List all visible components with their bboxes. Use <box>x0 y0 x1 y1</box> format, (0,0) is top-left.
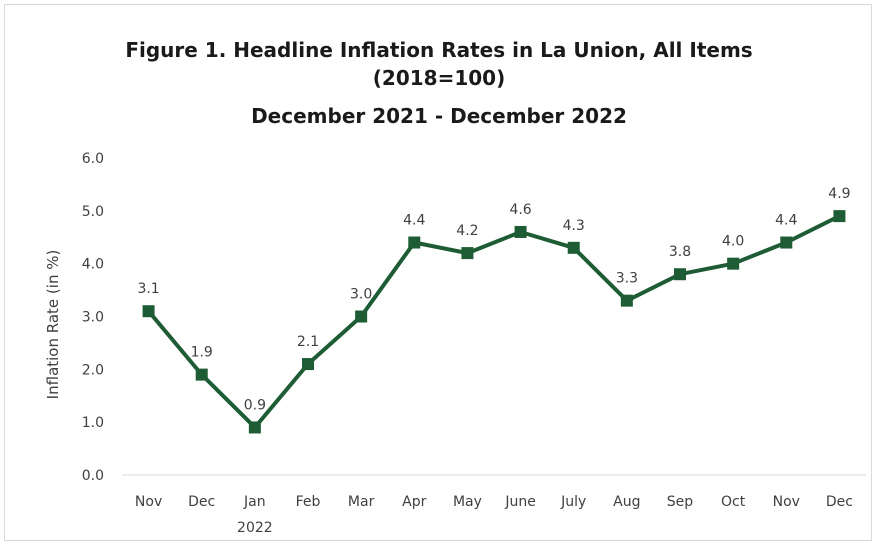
data-label: 4.2 <box>456 223 478 239</box>
data-point-marker <box>780 236 793 249</box>
data-label: 4.3 <box>563 218 585 234</box>
data-point-marker <box>461 247 474 260</box>
x-axis-ticks: Nov Dec Jan 2022 Feb Mar Apr May June July Aug Sep O… <box>135 494 853 536</box>
data-point-marker <box>727 257 740 270</box>
data-point-marker <box>674 268 686 281</box>
data-label: 4.6 <box>509 202 531 218</box>
data-label: 1.9 <box>191 345 213 361</box>
data-label: 3.0 <box>350 287 372 303</box>
y-tick-label: 4.0 <box>82 257 104 273</box>
chart-subtitle-period: December 2021 - December 2022 <box>251 104 627 128</box>
chart-frame <box>4 4 872 541</box>
y-tick-label: 0.0 <box>82 468 104 484</box>
data-label: 3.3 <box>616 271 638 287</box>
data-point-marker <box>355 310 368 323</box>
chart-title: Figure 1. Headline Inflation Rates in La… <box>125 38 753 62</box>
x-tick-label: Nov <box>135 494 162 510</box>
data-labels: 3.1 1.9 0.9 2.1 3.0 4.4 4.2 4.6 4.3 3.3 3.8 4.0 4.4 4… <box>137 186 850 413</box>
x-tick-label: Aug <box>613 494 640 510</box>
x-tick-label: Nov <box>773 494 800 510</box>
x-tick-label: Apr <box>402 494 426 510</box>
x-tick-label: Sep <box>667 494 694 510</box>
y-tick-label: 2.0 <box>82 362 104 378</box>
data-point-marker <box>248 421 261 434</box>
data-point-marker <box>514 225 527 238</box>
x-tick-label: Feb <box>296 494 321 510</box>
data-label: 4.0 <box>722 234 744 250</box>
x-tick-label: Oct <box>721 494 746 510</box>
x-tick-year-label: 2022 <box>237 520 273 536</box>
data-label: 3.1 <box>137 281 159 297</box>
y-tick-label: 5.0 <box>82 204 104 220</box>
x-tick-label: June <box>504 494 536 510</box>
data-point-marker <box>567 241 580 254</box>
data-point-marker <box>195 368 208 381</box>
series-markers <box>142 210 846 434</box>
data-label: 0.9 <box>244 397 266 413</box>
data-label: 3.8 <box>669 244 691 260</box>
y-tick-label: 3.0 <box>82 310 104 326</box>
series-line-inflation <box>147 214 841 430</box>
x-tick-label: Dec <box>188 494 215 510</box>
y-axis-label: Inflation Rate (in %) <box>44 250 62 400</box>
x-tick-label: July <box>560 494 586 510</box>
data-label: 2.1 <box>297 334 319 350</box>
data-label: 4.9 <box>828 186 850 202</box>
y-axis-ticks: 0.0 1.0 2.0 3.0 4.0 5.0 6.0 <box>82 151 104 484</box>
data-point-marker <box>408 236 421 249</box>
x-tick-label: Jan <box>243 494 266 510</box>
x-tick-label: Dec <box>826 494 853 510</box>
data-point-marker <box>302 358 314 371</box>
x-tick-label: May <box>453 494 482 510</box>
data-label: 4.4 <box>775 213 797 229</box>
y-tick-label: 1.0 <box>82 415 104 431</box>
data-label: 4.4 <box>403 213 425 229</box>
data-point-marker <box>142 305 155 318</box>
data-point-marker <box>833 210 846 223</box>
data-point-marker <box>620 294 633 307</box>
y-tick-label: 6.0 <box>82 151 104 167</box>
chart-subtitle-base-year: (2018=100) <box>372 66 506 90</box>
x-tick-label: Mar <box>348 494 375 510</box>
